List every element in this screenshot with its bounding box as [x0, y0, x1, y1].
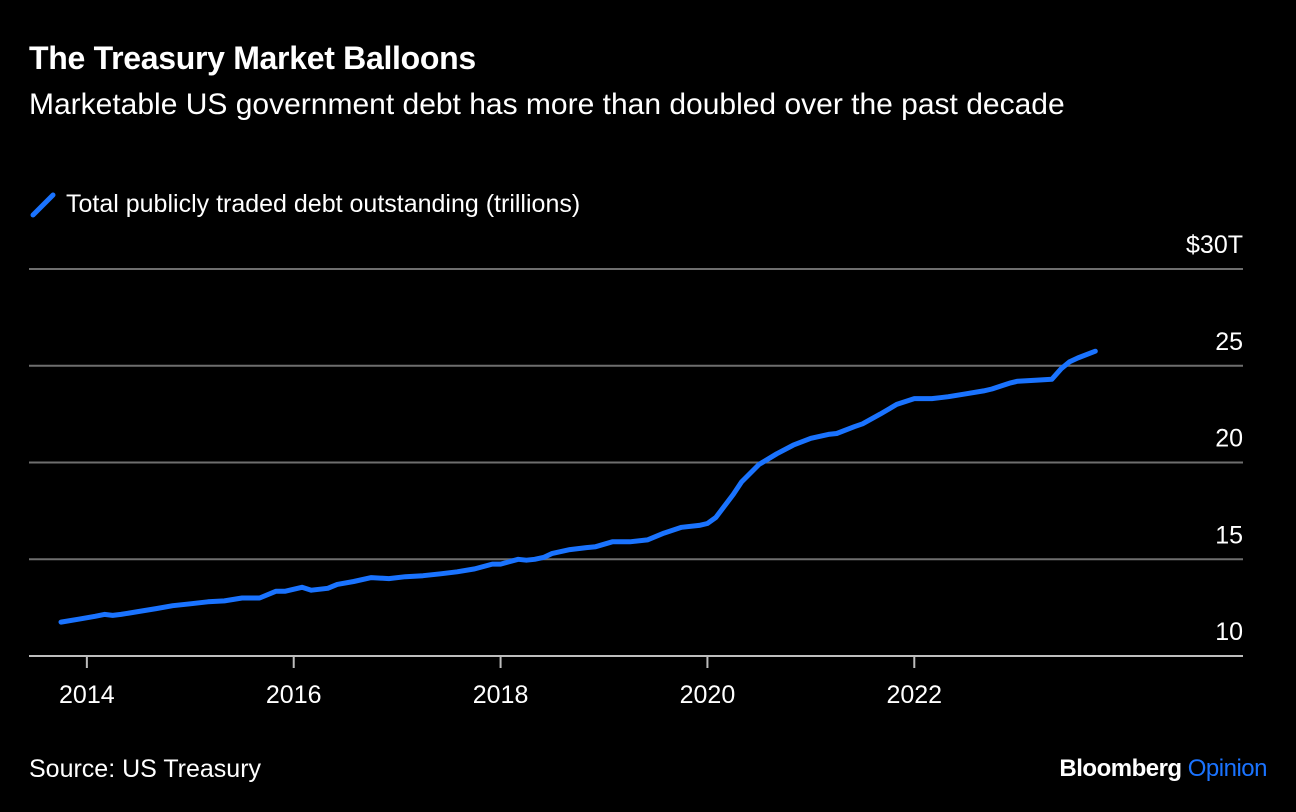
- brand-accent: Opinion: [1187, 755, 1268, 782]
- legend: Total publicly traded debt outstanding (…: [29, 190, 580, 219]
- x-tick-label: 2022: [886, 681, 942, 709]
- x-tick-label: 2016: [266, 681, 322, 709]
- y-tick-label: 15: [1215, 521, 1243, 549]
- x-axis: 2014 2016 2018 2020 2022: [59, 656, 942, 709]
- brand-main: Bloomberg: [1059, 755, 1182, 782]
- x-tick-label: 2014: [59, 681, 115, 709]
- gridlines: [29, 268, 1243, 657]
- chart-title: The Treasury Market Balloons: [29, 40, 476, 76]
- y-axis-labels: $30T 25 20 15 10: [1186, 231, 1243, 646]
- y-tick-label: 10: [1215, 618, 1243, 646]
- series: [58, 348, 1098, 625]
- source-note: Source: US Treasury: [29, 755, 262, 783]
- x-tick-label: 2018: [473, 681, 529, 709]
- y-tick-label: 20: [1215, 425, 1243, 453]
- series-line: [58, 348, 1098, 625]
- legend-label: Total publicly traded debt outstanding (…: [66, 190, 581, 218]
- x-tick-label: 2020: [680, 681, 736, 709]
- legend-line-icon: [29, 191, 57, 219]
- chart-subtitle: Marketable US government debt has more t…: [29, 88, 1065, 121]
- y-tick-label: $30T: [1186, 231, 1243, 259]
- bloomberg-opinion-logo: Bloomberg Opinion: [1059, 755, 1267, 783]
- y-tick-label: 25: [1215, 328, 1243, 356]
